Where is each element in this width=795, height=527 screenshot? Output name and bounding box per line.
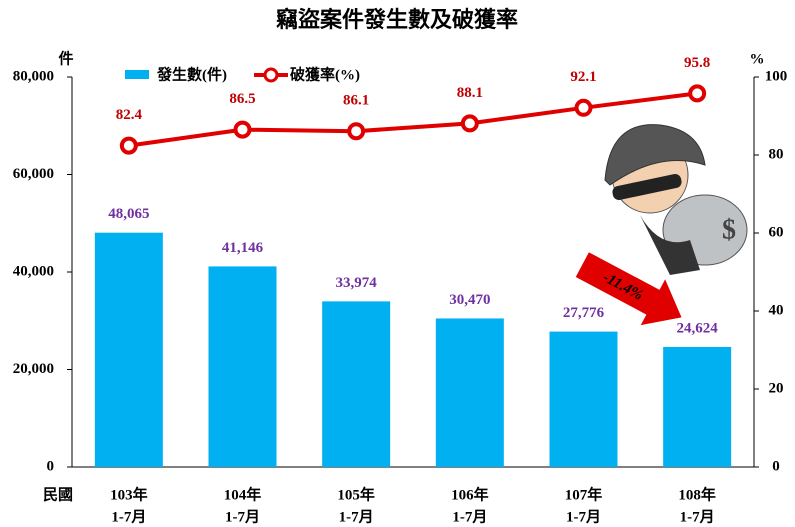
bar xyxy=(322,301,390,467)
bar xyxy=(663,347,731,467)
line-value-label: 95.8 xyxy=(684,55,710,71)
x-tick-label: 106年 xyxy=(451,485,489,503)
chart-title: 竊盜案件發生數及破獲率 xyxy=(276,7,518,32)
x-tick-label: 1-7月 xyxy=(680,508,715,525)
x-tick-label: 1-7月 xyxy=(452,508,487,525)
legend-label: 發生數(件) xyxy=(156,65,227,83)
y2-tick-label: 40 xyxy=(769,302,784,318)
bar-value-label: 33,974 xyxy=(336,275,378,291)
x-tick-label: 108年 xyxy=(678,485,716,503)
legend-swatch xyxy=(265,69,277,81)
x-tick-label: 1-7月 xyxy=(111,508,146,525)
y-tick-label: 80,000 xyxy=(13,68,54,84)
x-tick-label: 107年 xyxy=(565,485,603,503)
money-sign: $ xyxy=(722,214,736,245)
y-tick-label: 0 xyxy=(47,458,55,474)
line-value-label: 86.5 xyxy=(229,91,255,107)
x-tick-label: 1-7月 xyxy=(225,508,260,525)
x-tick-label: 104年 xyxy=(224,485,262,503)
line-value-label: 88.1 xyxy=(457,85,483,101)
line-value-label: 86.1 xyxy=(343,93,369,109)
thief-illustration: $ xyxy=(605,125,747,275)
y-tick-label: 40,000 xyxy=(13,263,54,279)
bar-value-label: 41,146 xyxy=(222,240,264,256)
line-point xyxy=(577,101,591,115)
chart: 竊盜案件發生數及破獲率 件 % 民國 $ 0 20,000 40,000 60,000… xyxy=(0,0,795,527)
bar xyxy=(436,318,504,467)
x-tick-label: 105年 xyxy=(337,485,375,503)
bar-value-label: 48,065 xyxy=(108,206,149,222)
bar-value-label: 24,624 xyxy=(677,320,719,336)
line-point xyxy=(122,139,136,153)
y2-tick-label: 80 xyxy=(769,146,784,162)
line-point xyxy=(349,124,363,138)
y2-tick-label: 0 xyxy=(772,458,780,474)
line-point xyxy=(690,86,704,100)
y-tick-label: 60,000 xyxy=(13,166,54,182)
line-value-label: 92.1 xyxy=(570,69,596,85)
y-tick-label: 20,000 xyxy=(13,361,54,377)
line-point xyxy=(236,123,250,137)
y2-tick-label: 20 xyxy=(769,380,784,396)
legend-label: 破獲率(%) xyxy=(290,65,360,83)
bar-value-label: 30,470 xyxy=(449,292,490,308)
y2-axis-label: % xyxy=(750,51,765,67)
bar-value-label: 27,776 xyxy=(563,305,605,321)
line xyxy=(129,93,697,145)
bar xyxy=(550,332,618,467)
line-point xyxy=(463,116,477,130)
line-value-label: 82.4 xyxy=(116,107,143,123)
bar xyxy=(95,233,163,467)
x-tick-label: 1-7月 xyxy=(566,508,601,525)
legend-swatch xyxy=(125,70,149,79)
x-tick-label: 103年 xyxy=(110,485,148,503)
y2-tick-label: 60 xyxy=(769,224,784,240)
x-axis-label: 民國 xyxy=(43,486,73,503)
bar xyxy=(209,266,277,467)
y2-tick-label: 100 xyxy=(765,68,788,84)
x-tick-label: 1-7月 xyxy=(339,508,374,525)
y-axis-label: 件 xyxy=(58,49,73,67)
